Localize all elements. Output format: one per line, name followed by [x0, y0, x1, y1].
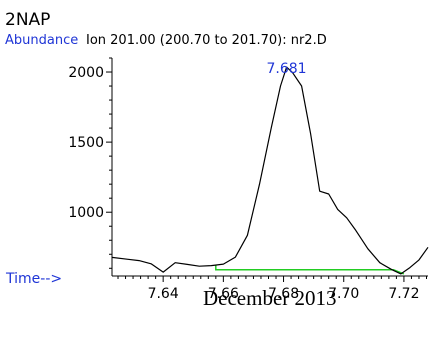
chart-title: 2NAP [5, 10, 50, 30]
series-label: Ion 201.00 (200.70 to 201.70): nr2.D [86, 33, 327, 48]
footer-date: December 2013 [203, 286, 337, 310]
x-tick-label: 7.66 [208, 286, 239, 302]
x-tick-label: 7.64 [148, 286, 179, 302]
ion-trace-line [111, 66, 429, 275]
chromatogram-series [111, 66, 429, 275]
y-axis: 1000 1500 2000 [68, 57, 113, 276]
y-tick-label: 1500 [68, 135, 104, 151]
y-tick-label: 2000 [68, 65, 104, 81]
integration-baseline [215, 264, 405, 275]
x-axis-label: Time--> [5, 271, 62, 287]
x-axis: 7.64 7.66 7.68 7.70 7.72 [112, 275, 428, 302]
x-tick-label: 7.72 [388, 286, 419, 302]
x-tick-label: 7.68 [268, 286, 299, 302]
y-tick-label: 1000 [68, 205, 104, 221]
y-axis-label: Abundance [5, 33, 78, 48]
x-tick-label: 7.70 [328, 286, 359, 302]
peak-label: 7.681 [267, 61, 307, 77]
